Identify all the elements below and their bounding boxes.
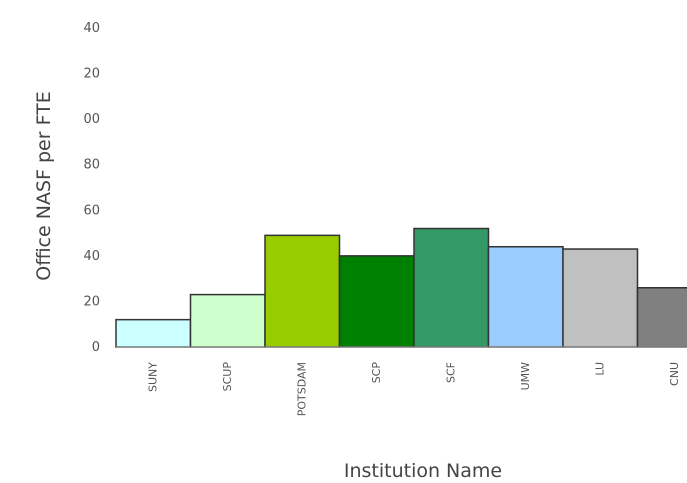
y-axis-title: Office NASF per FTE — [33, 91, 55, 281]
y-tick-label: 0 — [92, 340, 100, 355]
x-tick-label: UMW — [519, 362, 532, 391]
x-axis-title: Institution Name — [344, 460, 502, 482]
bar-suny — [115, 318, 192, 348]
y-tick-label: 80 — [83, 158, 100, 173]
y-tick-label: 40 — [83, 21, 100, 36]
bar-potsdam — [264, 234, 341, 348]
bar-umw — [487, 245, 564, 348]
x-tick-label: SCF — [444, 362, 457, 383]
y-tick-label: 40 — [83, 249, 100, 264]
bar-lu — [562, 248, 639, 348]
bar-cnu — [636, 287, 687, 348]
x-tick-label: SCUP — [221, 362, 234, 392]
x-axis-ticks: SUNY SCUP POTSDAM SCP SCF UMW LU CNU — [146, 362, 681, 417]
bar-scup — [189, 293, 266, 348]
y-tick-label: 20 — [83, 294, 100, 309]
x-tick-label: SCP — [370, 362, 383, 384]
bar-scp — [338, 255, 415, 348]
x-tick-label: SUNY — [146, 362, 159, 392]
y-axis-ticks: 0 20 40 60 80 00 20 40 — [83, 21, 100, 355]
y-tick-label: 60 — [83, 203, 100, 218]
y-tick-label: 20 — [83, 67, 100, 82]
bar-scf — [413, 227, 490, 348]
x-tick-label: LU — [593, 362, 606, 376]
x-tick-label: POTSDAM — [295, 362, 308, 416]
bars — [115, 227, 687, 348]
y-tick-label: 00 — [83, 112, 100, 127]
x-tick-label: CNU — [668, 362, 681, 386]
